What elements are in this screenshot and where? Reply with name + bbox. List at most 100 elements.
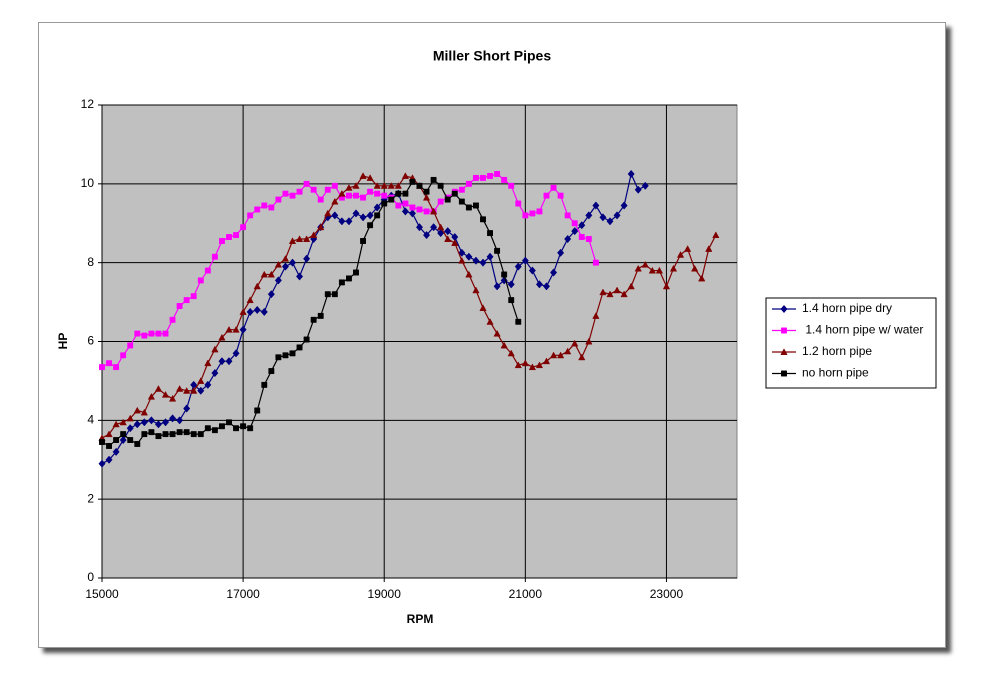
marker bbox=[373, 203, 381, 212]
marker bbox=[126, 424, 134, 433]
marker bbox=[359, 172, 367, 179]
marker bbox=[353, 192, 359, 199]
x-axis-label: RPM bbox=[407, 612, 434, 626]
marker bbox=[317, 223, 325, 231]
legend-label: 1.2 horn pipe bbox=[802, 344, 872, 358]
y-tick-label: 8 bbox=[87, 255, 94, 269]
marker bbox=[395, 190, 402, 197]
marker bbox=[606, 217, 614, 226]
marker bbox=[578, 353, 586, 361]
marker bbox=[282, 352, 289, 359]
marker bbox=[388, 196, 395, 203]
marker bbox=[240, 423, 247, 430]
marker bbox=[162, 330, 169, 337]
marker bbox=[493, 282, 501, 291]
marker bbox=[345, 275, 352, 282]
x-tick-label: 17000 bbox=[226, 587, 260, 601]
marker bbox=[366, 211, 374, 220]
marker bbox=[246, 307, 254, 317]
marker bbox=[289, 192, 296, 199]
marker bbox=[641, 181, 649, 190]
marker bbox=[564, 212, 571, 219]
marker bbox=[374, 212, 381, 219]
marker bbox=[147, 392, 156, 400]
series-line bbox=[101, 175, 717, 439]
marker bbox=[105, 455, 113, 464]
marker bbox=[507, 349, 515, 357]
marker bbox=[127, 342, 134, 349]
marker bbox=[226, 234, 232, 240]
marker bbox=[106, 443, 113, 449]
marker bbox=[99, 439, 105, 445]
marker bbox=[627, 169, 635, 179]
y-axis-label: HP bbox=[56, 333, 70, 350]
marker bbox=[465, 270, 473, 278]
marker bbox=[529, 210, 536, 217]
marker bbox=[113, 364, 120, 371]
marker bbox=[592, 201, 600, 210]
marker bbox=[373, 182, 381, 189]
marker bbox=[514, 262, 522, 271]
marker bbox=[360, 238, 367, 244]
marker bbox=[154, 420, 162, 429]
marker bbox=[423, 208, 430, 215]
marker bbox=[486, 318, 494, 325]
marker bbox=[240, 224, 247, 231]
marker bbox=[303, 254, 311, 263]
marker bbox=[423, 230, 431, 240]
legend-label: no horn pipe bbox=[802, 366, 869, 380]
marker bbox=[233, 232, 240, 239]
marker bbox=[260, 270, 268, 278]
marker bbox=[501, 176, 508, 183]
marker bbox=[324, 209, 332, 217]
marker bbox=[620, 290, 628, 298]
marker bbox=[338, 217, 346, 226]
marker bbox=[289, 350, 296, 357]
marker bbox=[267, 290, 275, 299]
marker bbox=[247, 425, 254, 432]
marker bbox=[288, 258, 297, 267]
marker bbox=[571, 220, 578, 227]
marker bbox=[282, 190, 289, 197]
marker bbox=[112, 447, 120, 456]
marker bbox=[367, 188, 374, 195]
marker bbox=[592, 259, 599, 266]
marker bbox=[274, 276, 282, 285]
marker bbox=[254, 407, 261, 414]
chart-title: Miller Short Pipes bbox=[433, 48, 551, 64]
marker bbox=[161, 390, 170, 398]
marker bbox=[204, 359, 212, 367]
marker bbox=[387, 182, 395, 189]
marker bbox=[374, 190, 381, 197]
marker bbox=[437, 223, 445, 231]
marker bbox=[535, 361, 544, 369]
marker bbox=[133, 406, 141, 414]
marker bbox=[225, 357, 233, 366]
marker bbox=[162, 431, 169, 438]
marker bbox=[550, 268, 558, 277]
legend-marker bbox=[781, 370, 787, 377]
marker bbox=[113, 437, 120, 443]
marker bbox=[274, 260, 283, 268]
marker bbox=[141, 431, 148, 438]
marker bbox=[134, 441, 141, 447]
marker bbox=[218, 423, 225, 430]
marker bbox=[634, 185, 642, 194]
y-tick-label: 6 bbox=[87, 334, 94, 348]
marker bbox=[549, 351, 558, 359]
marker bbox=[557, 248, 565, 257]
marker bbox=[465, 180, 472, 187]
marker bbox=[168, 394, 177, 402]
marker bbox=[458, 248, 466, 257]
marker bbox=[444, 196, 451, 203]
marker bbox=[494, 247, 501, 254]
marker bbox=[508, 182, 515, 189]
x-tick-label: 15000 bbox=[85, 587, 119, 601]
marker bbox=[487, 230, 494, 237]
marker bbox=[465, 204, 472, 211]
marker bbox=[148, 330, 155, 337]
marker bbox=[169, 414, 177, 423]
marker bbox=[669, 264, 678, 272]
marker bbox=[105, 430, 113, 438]
marker bbox=[288, 237, 297, 244]
